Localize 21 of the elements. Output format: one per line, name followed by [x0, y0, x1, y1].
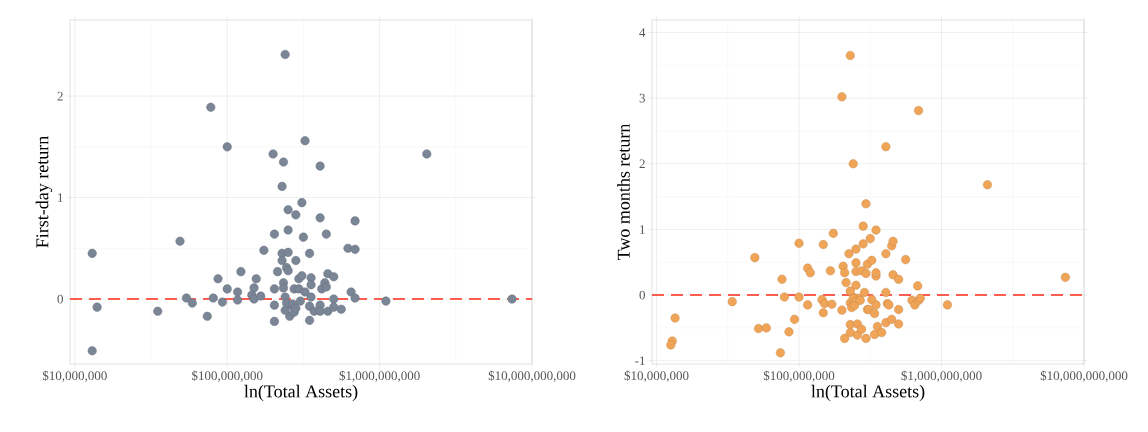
y-tick-label: -1: [635, 356, 645, 366]
y-axis-title: Two months return: [617, 123, 630, 261]
y-tick-label: 2: [57, 91, 63, 101]
x-axis-title: ln(Total Assets): [811, 384, 925, 402]
y-tick-label: 2: [639, 159, 645, 169]
y-tick-label: 0: [639, 290, 646, 300]
x-axis-title: ln(Total Assets): [244, 384, 358, 402]
y-tick-label: 0: [57, 294, 63, 304]
x-tick-label: $10,000,000: [624, 370, 689, 382]
x-tick-label: $100,000,000: [192, 370, 263, 382]
x-tick-label: $10,000,000,000: [488, 370, 576, 382]
y-tick-label: 4: [639, 28, 646, 37]
y-tick-label: 1: [640, 225, 645, 234]
x-tick-label: $100,000,000: [763, 370, 835, 382]
y-tick-label: 1: [58, 193, 63, 202]
y-axis-title: First-day return: [35, 136, 53, 248]
y-tick-label: 3: [639, 93, 645, 103]
x-tick-label: $10,000,000,000: [1040, 370, 1128, 382]
x-tick-label: $1,000,000,000: [339, 370, 420, 382]
x-tick-label: $10,000,000: [42, 370, 107, 382]
x-tick-label: $1,000,000,000: [901, 370, 982, 382]
